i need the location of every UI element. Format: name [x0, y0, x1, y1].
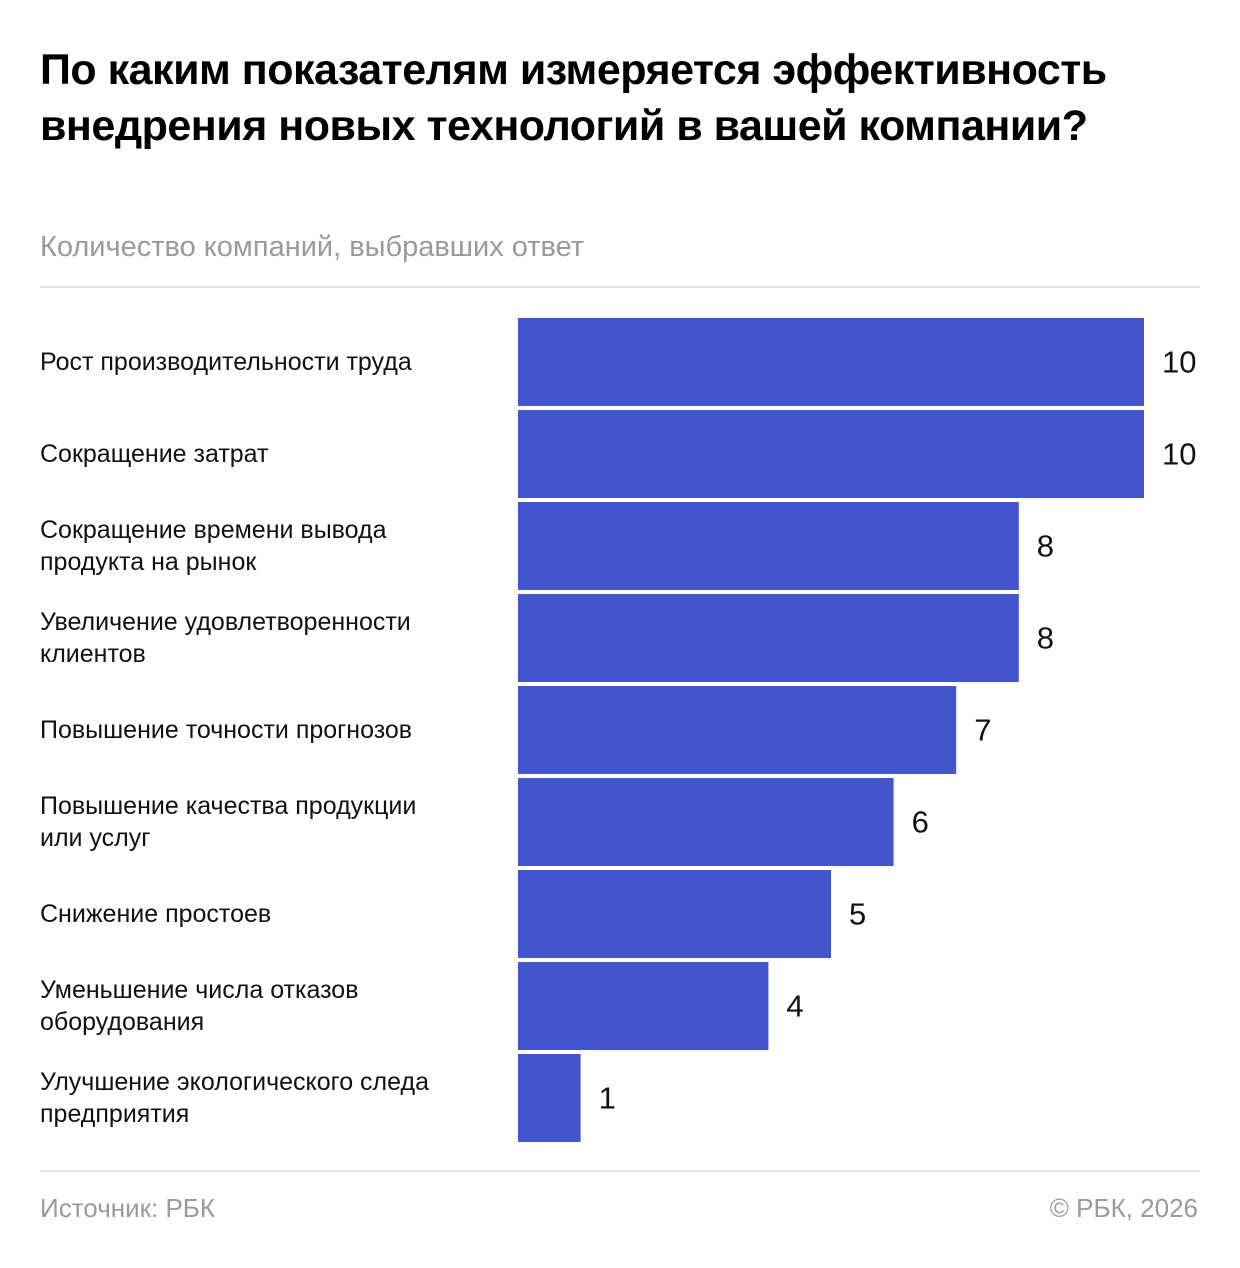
category-label: Сокращение времени вывода продукта на рын… — [40, 516, 387, 576]
value-label: 5 — [849, 897, 866, 932]
value-label: 8 — [1037, 529, 1054, 564]
value-label: 10 — [1162, 345, 1196, 380]
chart-title: По каким показателям измеряется эффектив… — [40, 46, 1107, 150]
category-label: Рост производительности труда — [40, 348, 412, 376]
bar — [518, 594, 1019, 682]
category-label-line: Сокращение затрат — [40, 440, 269, 468]
category-label: Уменьшение числа отказов оборудования — [40, 976, 358, 1036]
bar — [518, 502, 1019, 590]
category-label-line: Снижение простоев — [40, 900, 271, 928]
value-label: 4 — [786, 989, 803, 1024]
value-label: 7 — [974, 713, 991, 748]
category-label-line: клиентов — [40, 640, 146, 668]
value-label: 10 — [1162, 437, 1196, 472]
category-label-line: Сокращение времени вывода — [40, 516, 387, 544]
bar — [518, 410, 1144, 498]
value-label: 1 — [599, 1081, 616, 1116]
value-labels-layer: 10 10 8 8 7 6 5 4 1 — [599, 345, 1197, 1116]
category-label-line: Повышение точности прогнозов — [40, 716, 412, 744]
category-label: Снижение простоев — [40, 900, 271, 928]
category-label: Увеличение удовлетворенности клиентов — [40, 608, 411, 668]
value-label: 6 — [912, 805, 929, 840]
bar — [518, 962, 769, 1050]
source-note: Источник: РБК — [40, 1193, 215, 1223]
category-label-line: Повышение качества продукции — [40, 792, 416, 820]
category-label-line: оборудования — [40, 1008, 204, 1036]
bar — [518, 318, 1144, 406]
category-label-line: Увеличение удовлетворенности — [40, 608, 411, 636]
category-label: Сокращение затрат — [40, 440, 269, 468]
bar — [518, 870, 831, 958]
category-label-line: или услуг — [40, 824, 150, 852]
category-label: Повышение точности прогнозов — [40, 716, 412, 744]
value-label: 8 — [1037, 621, 1054, 656]
bar — [518, 1054, 581, 1142]
category-label: Улучшение экологического следа предприяти… — [40, 1068, 429, 1128]
bar — [518, 778, 894, 866]
category-label-line: Рост производительности труда — [40, 348, 412, 376]
category-label-line: Улучшение экологического следа — [40, 1068, 429, 1096]
category-label: Повышение качества продукции или услуг — [40, 792, 416, 852]
category-label-line: Уменьшение числа отказов — [40, 976, 358, 1004]
category-label-line: продукта на рынок — [40, 548, 257, 576]
chart-subtitle: Количество компаний, выбравших ответ — [40, 231, 585, 263]
bar — [518, 686, 957, 774]
category-labels-layer: Рост производительности труда Сокращение … — [40, 348, 429, 1128]
copyright-note: © РБК, 2026 — [1049, 1193, 1198, 1223]
category-label-line: предприятия — [40, 1100, 189, 1128]
bottom-divider — [40, 1170, 1200, 1172]
top-divider — [40, 286, 1200, 288]
bars-layer — [518, 318, 1144, 1142]
